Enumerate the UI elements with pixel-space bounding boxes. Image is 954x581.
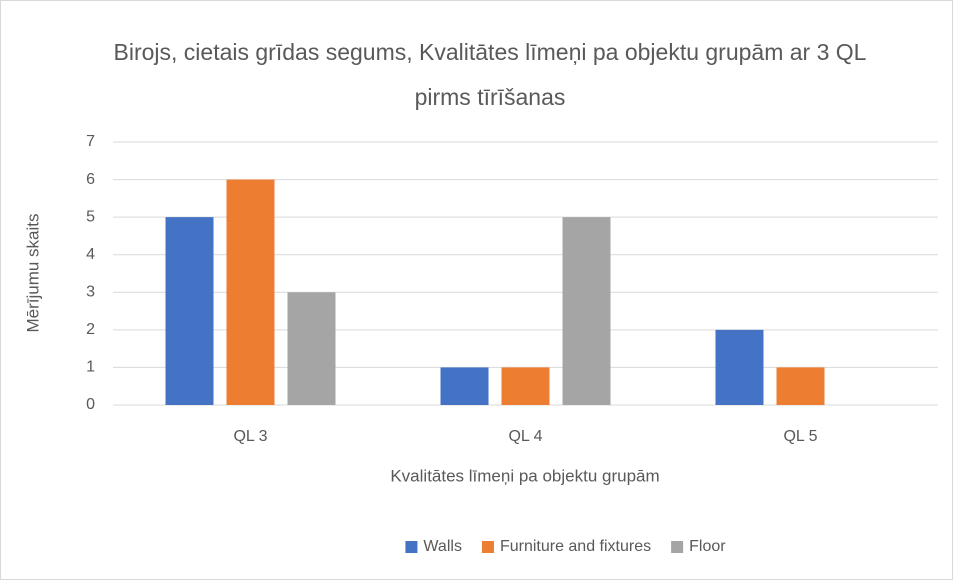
y-axis-label: Mērījumu skaits [23,213,42,332]
bar [226,179,275,405]
bar [165,217,214,405]
x-tick-label: QL 4 [508,428,542,445]
y-tick-label: 6 [86,171,95,188]
chart-title: Birojs, cietais grīdas segums, Kvalitāte… [113,39,867,110]
bar [562,217,611,405]
legend-label: Walls [423,538,462,555]
x-axis-label: Kvalitātes līmeņi pa objektu grupām [390,466,659,485]
legend-swatch [671,541,684,553]
bar [440,367,489,405]
bar [776,367,825,405]
x-tick-label: QL 3 [233,428,267,445]
y-tick-label: 2 [86,321,95,338]
y-tick-label: 3 [86,284,95,301]
legend-label: Floor [689,538,726,555]
x-tick-label: QL 5 [783,428,817,445]
y-tick-label: 1 [86,359,95,376]
bar [287,292,336,405]
y-tick-label: 5 [86,208,95,225]
y-tick-label: 4 [86,246,95,263]
y-tick-label: 7 [86,133,95,150]
legend-label: Furniture and fixtures [500,538,651,555]
legend-swatch [481,541,494,553]
legend-swatch [405,541,418,553]
y-tick-label: 0 [86,396,95,413]
bar [715,329,764,405]
bar [501,367,550,405]
